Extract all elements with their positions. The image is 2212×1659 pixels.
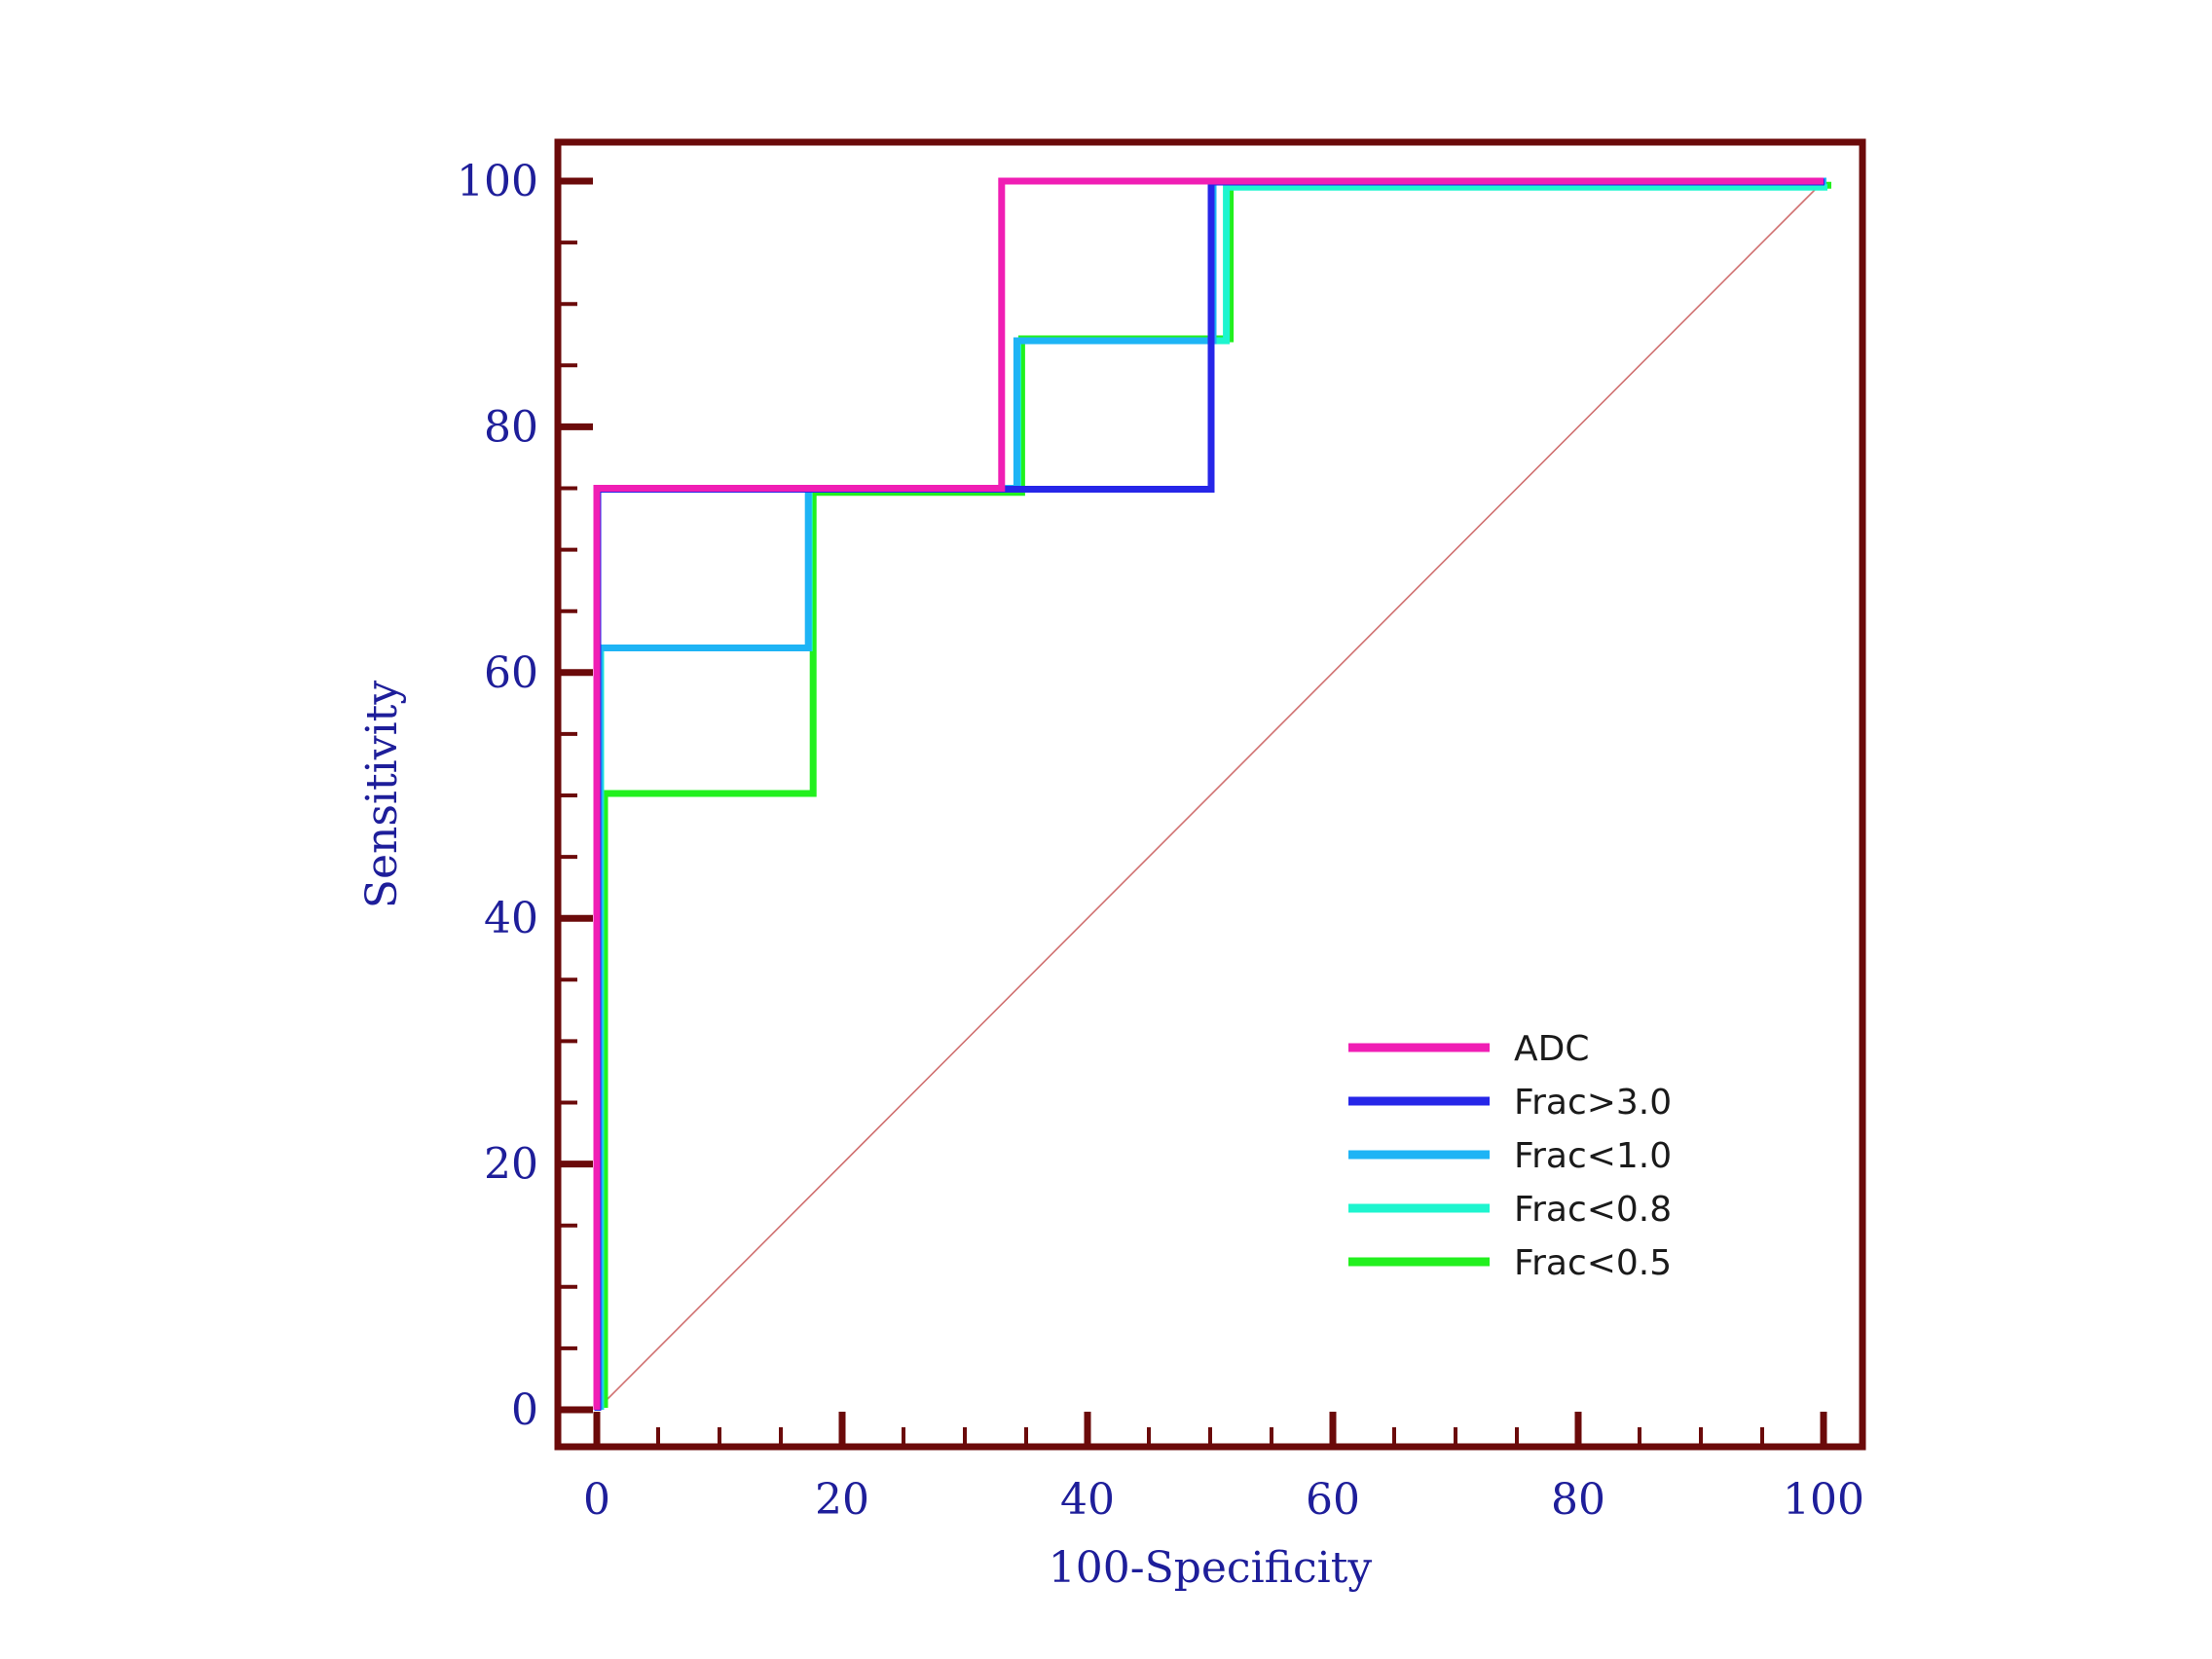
legend-label-adc: ADC bbox=[1514, 1029, 1589, 1069]
x-tick-label: 20 bbox=[815, 1475, 869, 1525]
series-layer bbox=[593, 177, 1831, 1411]
x-tick-label: 60 bbox=[1306, 1475, 1360, 1525]
legend-label-frac-0-5: Frac<0.5 bbox=[1514, 1243, 1672, 1283]
y-tick-label: 80 bbox=[484, 402, 538, 452]
x-axis-title: 100-Specificity bbox=[1049, 1543, 1373, 1593]
reference-layer bbox=[596, 180, 1825, 1411]
x-tick-label: 100 bbox=[1783, 1475, 1864, 1525]
legend-label-frac-1-0: Frac<1.0 bbox=[1514, 1136, 1672, 1176]
y-tick-label: 40 bbox=[484, 894, 538, 943]
legend-label-frac-3-0: Frac>3.0 bbox=[1514, 1083, 1672, 1123]
x-tick-label: 40 bbox=[1060, 1475, 1115, 1525]
y-axis-title: Sensitivity bbox=[357, 681, 407, 909]
tick-label-layer: 0 20 40 60 80 100 0 20 40 60 80 100 bbox=[457, 157, 1864, 1525]
legend-label-frac-0-8: Frac<0.8 bbox=[1514, 1190, 1672, 1230]
reference-diagonal bbox=[596, 180, 1825, 1411]
x-tick-label: 0 bbox=[583, 1475, 610, 1525]
legend: ADC Frac>3.0 Frac<1.0 Frac<0.8 Frac<0.5 bbox=[1348, 1029, 1672, 1283]
y-tick-label: 0 bbox=[511, 1385, 538, 1435]
y-tick-label: 100 bbox=[457, 157, 538, 206]
y-tick-label: 20 bbox=[484, 1140, 538, 1190]
y-tick-label: 60 bbox=[484, 648, 538, 698]
x-tick-label: 80 bbox=[1551, 1475, 1605, 1525]
tick-layer bbox=[558, 177, 1827, 1447]
series-line-adc bbox=[593, 177, 1824, 1410]
